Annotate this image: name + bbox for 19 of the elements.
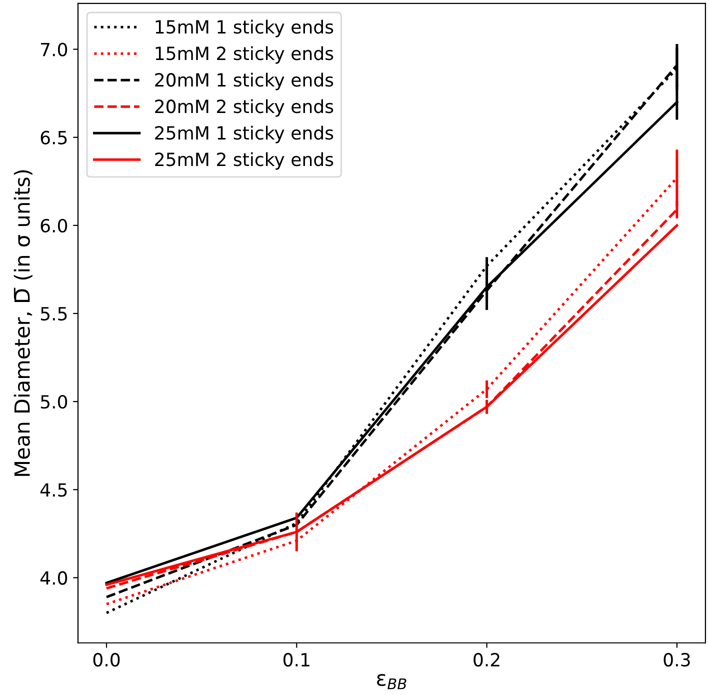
- legend-label: 15mM 2 sticky ends: [156, 46, 334, 64]
- legend-label: 20mM 1 sticky ends: [155, 72, 334, 90]
- x-axis-title: ε$_{BB}$: [377, 674, 406, 690]
- legend-label: 25mM 2 sticky ends: [155, 152, 334, 170]
- legend-label: 25mM 1 sticky ends: [155, 126, 334, 144]
- y-tick-label: 7.0: [41, 42, 68, 56]
- y-tick-label: 4.0: [40, 571, 68, 585]
- x-tick-label: 0.3: [664, 652, 690, 667]
- x-tick-label: 0.2: [474, 652, 500, 667]
- y-tick-label: 5.0: [40, 395, 68, 409]
- x-tick-label: 0.1: [283, 652, 310, 667]
- y-tick-label: 6.5: [40, 130, 67, 144]
- y-tick-label: 4.5: [40, 483, 67, 497]
- y-tick-label: 6.0: [40, 218, 68, 233]
- x-tick-label: 0.0: [93, 652, 120, 667]
- legend-label: 20mM 2 sticky ends: [155, 99, 334, 117]
- legend-label: 15mM 1 sticky ends: [156, 20, 334, 38]
- y-axis-title: Mean Diameter, D̅ (in σ units): [14, 170, 32, 476]
- y-tick-label: 5.5: [40, 307, 67, 321]
